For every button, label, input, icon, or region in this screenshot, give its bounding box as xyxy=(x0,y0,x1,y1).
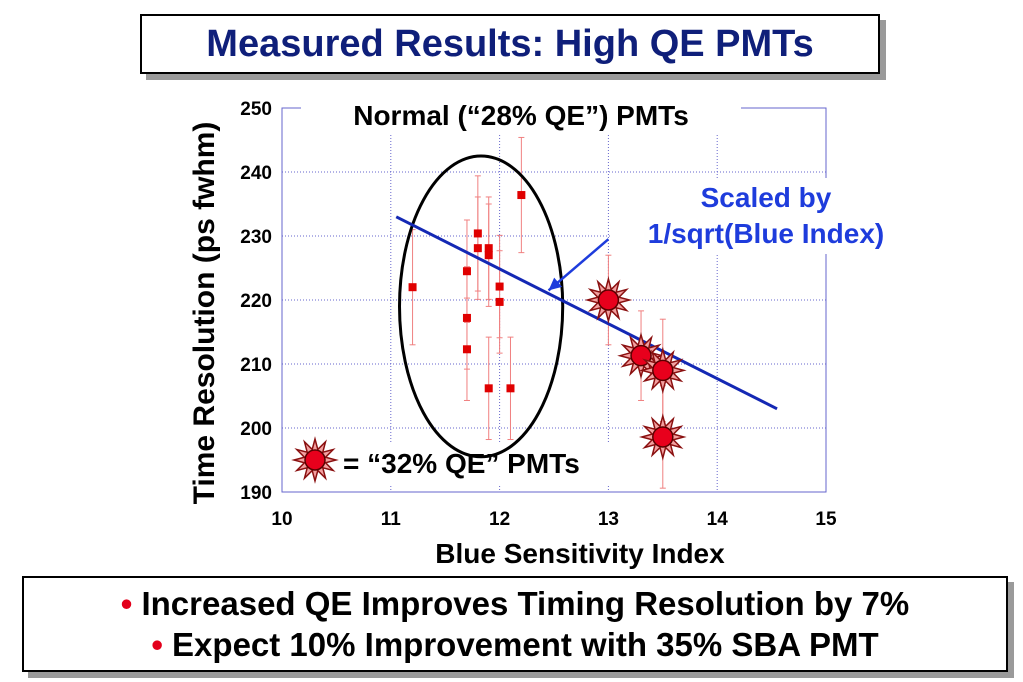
fit-label-line-2: 1/sqrt(Blue Index) xyxy=(648,218,884,249)
data-point-high-qe-pmt xyxy=(638,413,687,461)
grid xyxy=(281,107,827,493)
star-core xyxy=(597,289,620,311)
chart-text: Time Resolution (ps fwhm) Blue Sensitivi… xyxy=(188,100,884,569)
data-point-high-qe-pmt xyxy=(638,346,687,395)
normal-label-bg xyxy=(301,96,741,134)
legend-star-icon xyxy=(291,436,339,484)
normal-pmts-label: Normal (“28% QE”) PMTs xyxy=(353,100,689,131)
data-point-high-qe-pmt xyxy=(584,276,633,324)
annotation-arrow xyxy=(547,238,610,292)
data-point-normal-pmt xyxy=(462,345,471,354)
y-tick-label: 190 xyxy=(240,483,272,504)
title-box: Measured Results: High QE PMTs xyxy=(140,14,880,74)
y-axis-label: Time Resolution (ps fwhm) xyxy=(188,122,221,505)
data-point-normal-pmt xyxy=(484,384,493,393)
star-core xyxy=(652,426,674,448)
tick-labels: 10 11 12 13 14 15 190 200 210 220 230 240 250 xyxy=(240,99,837,530)
data-point-normal-pmt xyxy=(495,297,504,306)
arrow-head xyxy=(548,277,563,291)
data-point-normal-pmt xyxy=(473,244,482,253)
star-legend-bg xyxy=(292,444,642,484)
star-core xyxy=(652,359,674,382)
data-point-normal-pmt xyxy=(462,313,471,322)
data-point-normal-pmt xyxy=(495,282,504,291)
y-tick-label: 220 xyxy=(240,291,272,312)
y-tick-label: 210 xyxy=(240,355,272,376)
data-point-normal-pmt xyxy=(484,244,493,253)
fit-line xyxy=(395,215,778,411)
y-tick-label: 230 xyxy=(240,227,272,248)
bullet-marker: • xyxy=(120,585,133,622)
normal-pmt-ellipse xyxy=(398,154,565,459)
data-point-normal-pmt xyxy=(408,283,417,292)
y-tick-label: 240 xyxy=(240,163,272,184)
data-points xyxy=(291,191,687,484)
data-point-normal-pmt xyxy=(462,267,471,276)
bullet-1-text: Increased QE Improves Timing Resolution … xyxy=(141,585,910,622)
x-tick-label: 15 xyxy=(815,509,837,530)
x-tick-label: 11 xyxy=(381,509,402,530)
bullet-1: • Increased QE Improves Timing Resolutio… xyxy=(121,583,910,624)
fit-label-bg xyxy=(612,178,922,254)
star-core xyxy=(304,449,326,471)
fit-label-line-1: Scaled by xyxy=(701,182,832,213)
conclusions-box: • Increased QE Improves Timing Resolutio… xyxy=(22,576,1008,672)
fit-line-layer xyxy=(395,215,778,411)
data-point-normal-pmt xyxy=(484,251,493,260)
data-point-normal-pmt xyxy=(506,384,515,393)
chart: 10 11 12 13 14 15 190 200 210 220 230 240 250 Time R… xyxy=(188,96,922,569)
y-tick-label: 200 xyxy=(240,419,272,440)
x-tick-label: 13 xyxy=(598,509,619,530)
x-tick-label: 12 xyxy=(489,509,510,530)
star-legend-label: = “32% QE” PMTs xyxy=(343,448,580,479)
bullet-2-text: Expect 10% Improvement with 35% SBA PMT xyxy=(172,626,879,663)
x-tick-label: 14 xyxy=(707,509,729,530)
grouping-ellipse xyxy=(398,154,565,459)
data-point-normal-pmt xyxy=(517,191,526,200)
x-tick-label: 10 xyxy=(271,509,292,530)
label-backgrounds xyxy=(292,96,922,484)
bullet-marker: • xyxy=(151,626,163,663)
y-tick-label: 250 xyxy=(240,99,272,120)
bullet-2: • Expect 10% Improvement with 35% SBA PM… xyxy=(151,624,878,665)
x-axis-label: Blue Sensitivity Index xyxy=(435,538,725,569)
page-title: Measured Results: High QE PMTs xyxy=(206,22,814,65)
data-point-normal-pmt xyxy=(473,229,482,238)
